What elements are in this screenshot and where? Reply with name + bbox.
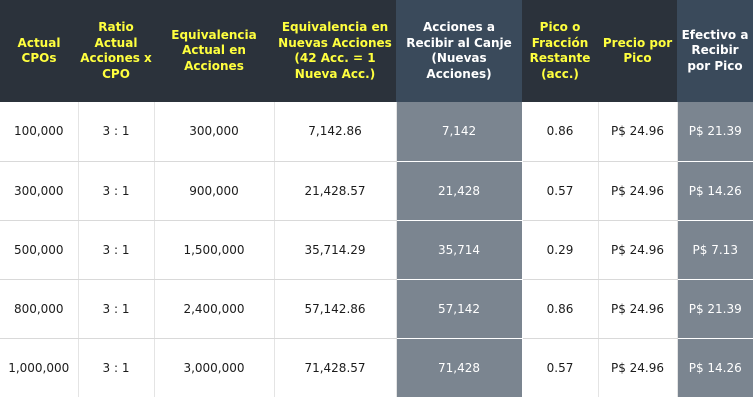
table-row: 800,000 3 : 1 2,400,000 57,142.86 57,142… — [0, 279, 753, 339]
cell-ratio: 3 : 1 — [78, 161, 155, 221]
cell-precio-pico: P$ 24.96 — [598, 161, 678, 221]
cell-actual-cpos: 500,000 — [0, 220, 79, 280]
cell-efectivo-recibir: P$ 21.39 — [677, 102, 753, 162]
cell-equivalencia-nuevas: 21,428.57 — [274, 161, 397, 221]
header-pico: Pico o Fracción Restante (acc.) — [522, 0, 598, 102]
cell-ratio: 3 : 1 — [78, 220, 155, 280]
cell-ratio: 3 : 1 — [78, 279, 155, 339]
cell-acciones-recibir: 71,428 — [396, 338, 523, 397]
cell-equivalencia-nuevas: 35,714.29 — [274, 220, 397, 280]
cell-equivalencia-actual: 3,000,000 — [154, 338, 275, 397]
cell-actual-cpos: 300,000 — [0, 161, 79, 221]
cell-equivalencia-nuevas: 7,142.86 — [274, 102, 397, 162]
cell-precio-pico: P$ 24.96 — [598, 102, 678, 162]
cell-equivalencia-actual: 2,400,000 — [154, 279, 275, 339]
cell-pico: 0.57 — [522, 338, 599, 397]
cell-pico: 0.86 — [522, 102, 599, 162]
header-ratio: Ratio Actual Acciones x CPO — [78, 0, 154, 102]
cell-equivalencia-actual: 900,000 — [154, 161, 275, 221]
cell-acciones-recibir: 21,428 — [396, 161, 523, 221]
cell-pico: 0.29 — [522, 220, 599, 280]
header-acciones-recibir: Acciones a Recibir al Canje (Nuevas Acci… — [396, 0, 522, 102]
cell-ratio: 3 : 1 — [78, 338, 155, 397]
header-efectivo-recibir: Efectivo a Recibir por Pico — [677, 0, 753, 102]
cell-efectivo-recibir: P$ 14.26 — [677, 161, 753, 221]
cell-efectivo-recibir: P$ 21.39 — [677, 279, 753, 339]
cell-efectivo-recibir: P$ 14.26 — [677, 338, 753, 397]
table-row: 500,000 3 : 1 1,500,000 35,714.29 35,714… — [0, 220, 753, 280]
header-equivalencia-nuevas: Equivalencia en Nuevas Acciones (42 Acc.… — [274, 0, 396, 102]
cell-precio-pico: P$ 24.96 — [598, 220, 678, 280]
header-row: Actual CPOs Ratio Actual Acciones x CPO … — [0, 0, 753, 102]
cell-precio-pico: P$ 24.96 — [598, 279, 678, 339]
cell-pico: 0.86 — [522, 279, 599, 339]
cell-actual-cpos: 100,000 — [0, 102, 79, 162]
cell-actual-cpos: 800,000 — [0, 279, 79, 339]
cell-equivalencia-actual: 1,500,000 — [154, 220, 275, 280]
cell-ratio: 3 : 1 — [78, 102, 155, 162]
cell-equivalencia-nuevas: 57,142.86 — [274, 279, 397, 339]
cell-precio-pico: P$ 24.96 — [598, 338, 678, 397]
cell-actual-cpos: 1,000,000 — [0, 338, 79, 397]
header-equivalencia-actual: Equivalencia Actual en Acciones — [154, 0, 274, 102]
cell-pico: 0.57 — [522, 161, 599, 221]
table-row: 300,000 3 : 1 900,000 21,428.57 21,428 0… — [0, 161, 753, 221]
table-row: 100,000 3 : 1 300,000 7,142.86 7,142 0.8… — [0, 102, 753, 162]
cell-acciones-recibir: 7,142 — [396, 102, 523, 162]
cell-acciones-recibir: 57,142 — [396, 279, 523, 339]
header-actual-cpos: Actual CPOs — [0, 0, 78, 102]
cell-equivalencia-actual: 300,000 — [154, 102, 275, 162]
cell-efectivo-recibir: P$ 7.13 — [677, 220, 753, 280]
table-row: 1,000,000 3 : 1 3,000,000 71,428.57 71,4… — [0, 338, 753, 397]
cell-acciones-recibir: 35,714 — [396, 220, 523, 280]
cell-equivalencia-nuevas: 71,428.57 — [274, 338, 397, 397]
header-precio-pico: Precio por Pico — [598, 0, 677, 102]
